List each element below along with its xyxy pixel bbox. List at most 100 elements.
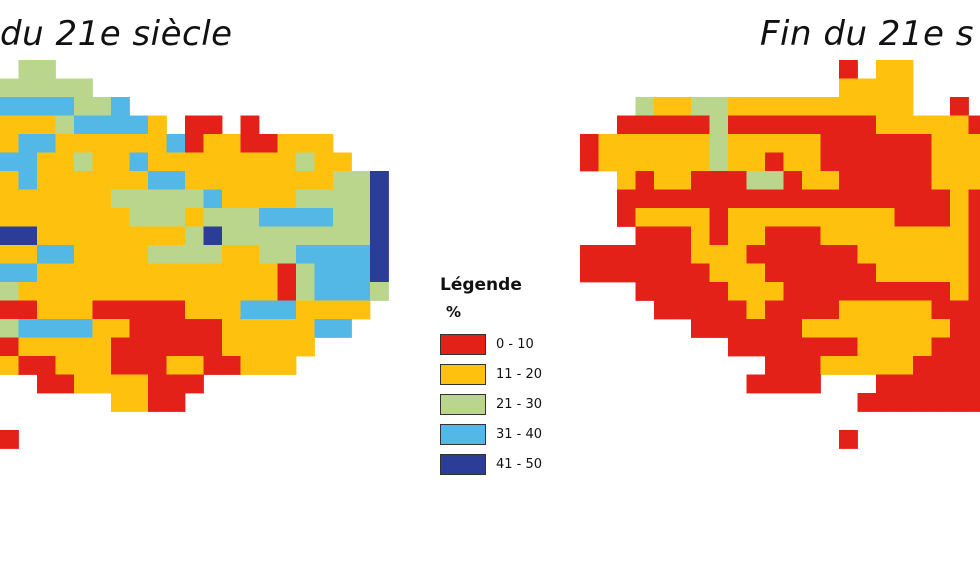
grid-cell (654, 282, 673, 301)
grid-cell (950, 97, 969, 116)
grid-cell (876, 393, 895, 412)
grid-cell (111, 337, 130, 357)
grid-cell (783, 208, 803, 227)
grid-cell (968, 393, 980, 412)
grid-cell (654, 300, 673, 320)
grid-cell (839, 78, 858, 98)
grid-cell (709, 134, 729, 153)
grid-cell (894, 245, 914, 264)
grid-cell (598, 263, 618, 283)
grid-cell (802, 374, 821, 394)
grid-cell (876, 115, 895, 135)
grid-cell (351, 300, 371, 320)
grid-cell (839, 152, 858, 172)
grid-cell (783, 282, 803, 301)
grid-cell (894, 60, 914, 79)
grid-cell (74, 134, 93, 153)
grid-cell (746, 226, 766, 246)
grid-cell (296, 282, 315, 301)
grid-cell (92, 319, 112, 338)
grid-cell (635, 245, 655, 264)
grid-cell (111, 208, 130, 227)
grid-cell (185, 171, 204, 190)
grid-cell (296, 263, 315, 283)
grid-cell (111, 319, 130, 338)
grid-cell (37, 60, 56, 79)
grid-cell (333, 263, 352, 283)
grid-cell (857, 78, 877, 98)
grid-cell (931, 189, 951, 209)
grid-cell (783, 356, 803, 375)
grid-cell (950, 208, 969, 227)
grid-cell (55, 337, 75, 357)
grid-cell (839, 208, 858, 227)
legend-label: 31 - 40 (496, 426, 543, 442)
grid-cell (370, 282, 389, 301)
grid-cell (931, 134, 951, 153)
grid-cell (580, 263, 599, 283)
grid-cell (148, 337, 167, 357)
grid-cell (931, 282, 951, 301)
grid-cell (166, 300, 186, 320)
grid-cell (166, 226, 186, 246)
grid-cell (203, 356, 223, 375)
grid-cell (931, 115, 951, 135)
grid-cell (296, 189, 315, 209)
grid-cell (617, 171, 636, 190)
grid-cell (74, 337, 93, 357)
grid-cell (783, 134, 803, 153)
map-title-right: Fin du 21e s (760, 14, 975, 54)
grid-cell (129, 171, 149, 190)
grid-cell (55, 171, 75, 190)
grid-cell (968, 263, 980, 283)
grid-cell (839, 245, 858, 264)
grid-cell (203, 319, 223, 338)
grid-cell (857, 356, 877, 375)
grid-cell (672, 171, 692, 190)
grid-cell (166, 282, 186, 301)
grid-cell (203, 282, 223, 301)
grid-cell (37, 337, 56, 357)
grid-cell (185, 152, 204, 172)
grid-cell (746, 152, 766, 172)
grid-cell (857, 208, 877, 227)
legend-title: Légende (440, 275, 522, 295)
grid-cell (672, 263, 692, 283)
grid-cell (74, 245, 93, 264)
legend-item: 31 - 40 (440, 419, 570, 449)
grid-cell (857, 152, 877, 172)
grid-cell (931, 208, 951, 227)
grid-cell (74, 282, 93, 301)
grid-cell (765, 226, 784, 246)
grid-cell (370, 245, 389, 264)
grid-cell (185, 337, 204, 357)
grid-cell (783, 97, 803, 116)
grid-cell (802, 337, 821, 357)
grid-cell (203, 208, 223, 227)
grid-cell (148, 134, 167, 153)
grid-cell (876, 208, 895, 227)
grid-cell (55, 245, 75, 264)
grid-cell (876, 97, 895, 116)
grid-cell (857, 189, 877, 209)
grid-cell (672, 245, 692, 264)
legend-swatch (440, 453, 486, 475)
grid-cell (950, 189, 969, 209)
grid-cell (166, 356, 186, 375)
grid-cell (580, 134, 599, 153)
grid-cell (92, 208, 112, 227)
grid-cell (92, 300, 112, 320)
grid-cell (913, 393, 932, 412)
grid-cell (277, 263, 297, 283)
grid-cell (129, 115, 149, 135)
grid-cell (802, 189, 821, 209)
grid-cell (691, 226, 710, 246)
grid-cell (351, 189, 371, 209)
grid-cell (111, 245, 130, 264)
legend-swatch (440, 363, 486, 385)
grid-cell (635, 208, 655, 227)
grid-cell (37, 356, 56, 375)
grid-cell (92, 226, 112, 246)
grid-cell (55, 115, 75, 135)
grid-cell (370, 171, 389, 190)
